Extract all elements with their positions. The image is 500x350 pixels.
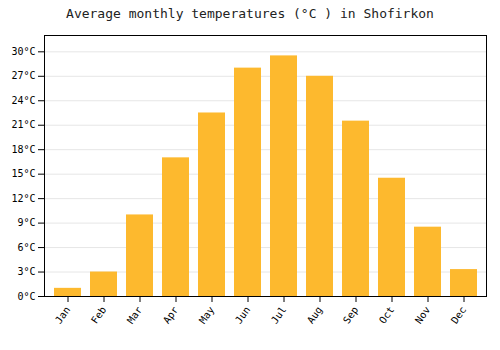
svg-text:18°C: 18°C	[11, 144, 35, 155]
svg-text:Mar: Mar	[125, 304, 144, 325]
svg-text:Apr: Apr	[161, 304, 180, 325]
svg-text:Nov: Nov	[413, 304, 432, 325]
svg-text:May: May	[197, 304, 216, 325]
svg-text:24°C: 24°C	[11, 95, 35, 106]
html-text:Average monthly temperatures (: Average monthly temperatures (°C ) in Sh…	[66, 6, 434, 21]
svg-text:Feb: Feb	[89, 304, 108, 325]
svg-text:Jul: Jul	[269, 304, 288, 325]
svg-text:Oct: Oct	[377, 304, 396, 325]
svg-text:9°C: 9°C	[17, 217, 35, 228]
svg-text:Sep: Sep	[341, 304, 360, 325]
svg-text:30°C: 30°C	[11, 46, 35, 57]
svg-text:21°C: 21°C	[11, 119, 35, 130]
svg-text:27°C: 27°C	[11, 70, 35, 81]
svg-text:15°C: 15°C	[11, 168, 35, 179]
svg-text:12°C: 12°C	[11, 193, 35, 204]
svg-text:Dec: Dec	[449, 304, 468, 325]
svg-text:Aug: Aug	[305, 304, 324, 325]
svg-text:Jun: Jun	[233, 304, 252, 325]
svg-text:6°C: 6°C	[17, 242, 35, 253]
svg-text:3°C: 3°C	[17, 266, 35, 277]
svg-text:Jan: Jan	[53, 304, 72, 325]
svg-text:0°C: 0°C	[17, 291, 35, 302]
